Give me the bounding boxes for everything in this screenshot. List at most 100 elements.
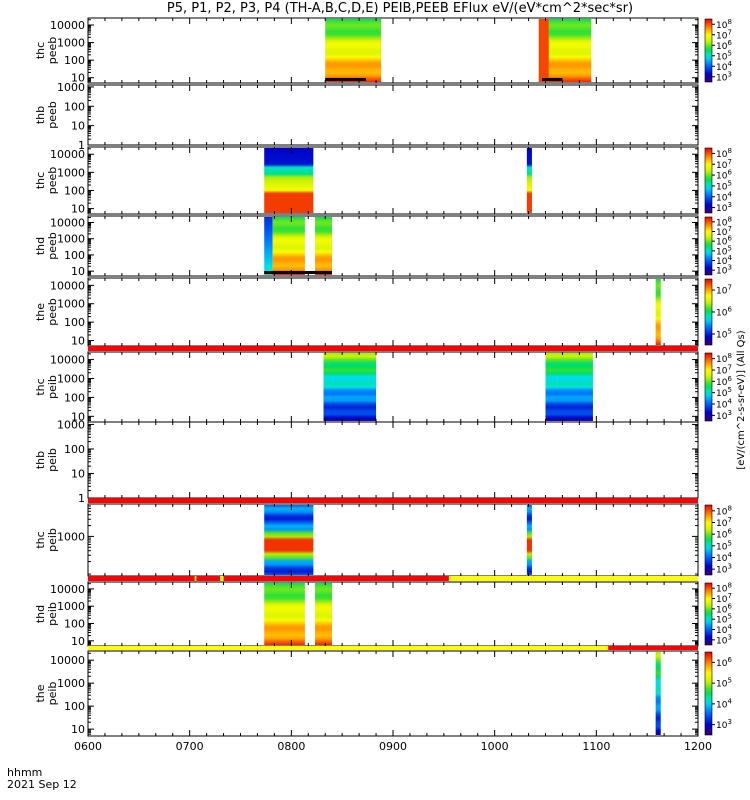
panel-probe-label: thd <box>34 605 47 623</box>
colorbar-tick-label: 105 <box>716 386 732 399</box>
flag-segment <box>196 576 221 581</box>
y-tick-label: 100 <box>64 700 85 713</box>
y-tick-label: 10000 <box>50 583 85 596</box>
colorbar-tick-label: 106 <box>716 169 732 182</box>
colorbar-tick-label: 105 <box>716 677 732 690</box>
y-tick-label: 10000 <box>50 216 85 229</box>
colorbar-tick-label: 108 <box>716 504 732 517</box>
panel-product-label: peib <box>46 375 59 399</box>
y-tick-label: 100 <box>64 618 85 631</box>
chart-title: P5, P1, P2, P3, P4 (TH-A,B,C,D,E) PEIB,P… <box>166 1 634 16</box>
y-tick-label: 1000 <box>57 166 85 179</box>
colorbar-tick-label: 104 <box>716 623 732 636</box>
y-tick-label: 10 <box>71 723 85 736</box>
y-tick-label: 10000 <box>50 148 85 161</box>
colorbar <box>704 582 713 646</box>
flag-segment <box>88 346 698 351</box>
colorbar-tick-label: 107 <box>716 28 732 41</box>
y-tick-label: 100 <box>64 443 85 456</box>
panel-probe-label: thb <box>34 451 47 469</box>
y-tick-label: 10 <box>71 203 85 216</box>
colorbar-tick-label: 106 <box>716 306 732 319</box>
y-tick-label: 10 <box>71 120 85 133</box>
panel-product-label: peeb <box>46 167 59 195</box>
flag-segment <box>223 576 449 581</box>
flag-segment <box>88 498 698 503</box>
y-tick-label: 1 <box>78 139 85 152</box>
spectrogram-block <box>548 19 592 82</box>
y-tick-label: 10000 <box>50 279 85 292</box>
spacecraft-potential-line <box>542 78 563 81</box>
panel-product-label: peeb <box>46 298 59 326</box>
panel-frame <box>87 215 699 277</box>
time-axis-label: hhmm <box>7 766 43 779</box>
colorbar-tick-label: 103 <box>716 718 732 731</box>
flag-segment <box>88 646 609 650</box>
spectrogram-block <box>264 505 314 575</box>
spectrogram-block <box>545 353 593 421</box>
colorbar-tick-label: 108 <box>716 147 732 160</box>
panel-product-label: peib <box>46 682 59 706</box>
spectrogram-block <box>315 217 332 275</box>
y-tick-label: 100 <box>64 54 85 67</box>
panel-frame <box>87 581 699 647</box>
x-tick-label: 1200 <box>684 740 712 753</box>
flag-segment <box>608 646 698 650</box>
y-tick-label: 10000 <box>50 354 85 367</box>
flag-segment <box>220 576 224 581</box>
panel-frame <box>87 17 699 84</box>
colorbar-tick-label: 107 <box>716 592 732 605</box>
colorbar-tick-label: 104 <box>716 551 732 564</box>
x-tick-label: 0900 <box>379 740 407 753</box>
colorbar-tick-label: 106 <box>716 235 732 248</box>
y-tick-label: 10 <box>71 410 85 423</box>
y-tick-label: 1000 <box>57 37 85 50</box>
panel-frame <box>87 277 699 347</box>
y-tick-label: 100 <box>64 316 85 329</box>
colorbar-tick-label: 105 <box>716 179 732 192</box>
panel-frame <box>87 421 699 499</box>
colorbar-tick-label: 103 <box>716 201 732 214</box>
panel-frame <box>87 146 699 215</box>
x-tick-label: 1100 <box>582 740 610 753</box>
colorbar-tick-label: 107 <box>716 364 732 377</box>
spacecraft-potential-line <box>325 78 366 81</box>
spectrogram-block <box>315 583 332 645</box>
x-tick-label: 0800 <box>277 740 305 753</box>
spectrogram-block <box>538 19 549 82</box>
y-tick-label: 1000 <box>57 418 85 431</box>
colorbar-tick-label: 105 <box>716 328 732 341</box>
colorbar-tick-label: 103 <box>716 70 732 83</box>
colorbar-tick-label: 105 <box>716 539 732 552</box>
x-tick-label: 0600 <box>74 740 102 753</box>
panel-product-label: peib <box>46 448 59 472</box>
x-tick-label: 1000 <box>481 740 509 753</box>
panel-frame <box>87 650 699 737</box>
spectrogram-block <box>272 217 305 275</box>
panel-product-label: peeb <box>46 101 59 129</box>
panel-product-label: peib <box>46 528 59 552</box>
colorbar-tick-label: 104 <box>716 398 732 411</box>
spectrogram-block <box>264 583 305 645</box>
colorbar-tick-label: 107 <box>716 516 732 529</box>
panel-probe-label: thc <box>34 172 47 189</box>
colorbar-units-label: [eV/(cm^2-s-sr-eV)] (All Qs) <box>736 330 747 469</box>
y-tick-label: 10 <box>71 635 85 648</box>
panel-thb-peib: 1 10 100 1000 thb peib <box>34 418 699 505</box>
colorbar-tick-label: 107 <box>716 284 732 297</box>
y-tick-label: 1000 <box>57 233 85 246</box>
y-tick-label: 1000 <box>57 530 85 543</box>
y-tick-label: 1000 <box>57 298 85 311</box>
spectrogram-block <box>264 148 314 213</box>
spectrogram-block <box>655 279 661 345</box>
y-tick-label: 10 <box>71 467 85 480</box>
colorbar-tick-label: 107 <box>716 225 732 238</box>
y-tick-label: 1000 <box>57 372 85 385</box>
colorbar-tick-label: 103 <box>716 563 732 576</box>
panel-probe-label: thb <box>34 106 47 124</box>
